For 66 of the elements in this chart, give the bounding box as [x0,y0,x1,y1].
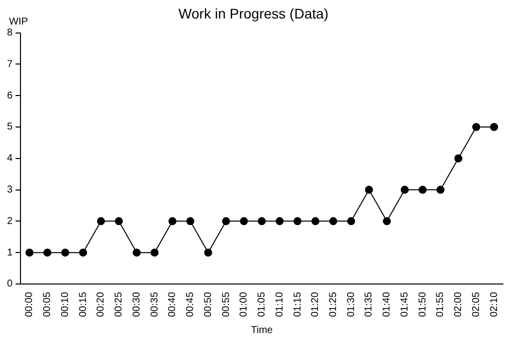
x-tick-label: 01:40 [382,292,393,318]
point [168,217,176,226]
x-tick-label: 02:00 [453,292,464,318]
point [294,217,302,226]
x-axis-title: Time [250,324,274,336]
x-tick-label: 01:35 [364,292,375,318]
point [114,217,123,226]
y-tick-label: 6 [7,90,13,102]
x-tick-label: 00:35 [149,292,160,318]
x-tick-label: 00:00 [24,292,36,318]
x-tick-label: 00:50 [202,292,214,318]
y-axis-title: WIP [9,16,28,28]
chart-title: Work in Progress (Data) [178,5,328,22]
x-tick-label: 01:50 [417,292,428,318]
point [276,217,284,226]
y-tick-label: 8 [7,28,13,39]
point [222,217,230,226]
y-tick-label: 5 [7,122,13,133]
point [240,217,248,226]
y-tick-label: 0 [7,278,13,290]
x-tick-label: 00:20 [96,292,107,318]
x-tick-label: 00:25 [114,292,125,318]
point [347,217,356,226]
x-tick-label: 01:15 [292,292,304,318]
point [61,248,70,257]
point [132,248,141,257]
point [150,248,159,257]
x-tick-label: 01:20 [310,292,322,318]
point [436,186,444,194]
y-tick-label: 2 [7,216,13,227]
point [79,248,88,257]
y-tick-label: 7 [7,58,13,70]
point [418,186,427,194]
point [258,217,266,226]
x-tick-label: 00:05 [42,292,54,318]
y-tick-label: 1 [7,247,13,258]
x-tick-label: 00:40 [167,292,178,318]
x-tick-label: 01:00 [238,292,250,318]
point [382,217,391,226]
point [186,217,194,226]
x-tick-label: 02:05 [470,292,482,318]
point [96,217,105,226]
x-tick-label: 00:10 [60,292,71,318]
point [400,186,409,194]
point [329,217,338,226]
x-tick-label: 00:15 [78,292,89,318]
point [204,248,212,257]
y-tick-label: 3 [7,184,13,196]
x-tick-label: 00:45 [185,292,196,318]
point [43,248,52,257]
point [311,217,320,226]
x-tick-label: 02:10 [488,292,500,318]
x-tick-label: 01:25 [328,292,340,318]
point [25,248,34,257]
y-tick-label: 4 [7,153,13,164]
x-tick-label: 01:05 [256,292,268,318]
x-tick-label: 01:45 [399,292,410,318]
point [364,186,373,194]
x-tick-label: 00:30 [131,292,142,318]
point [472,122,480,131]
point [454,154,462,162]
x-tick-label: 01:30 [346,292,357,318]
point [490,122,498,131]
x-tick-label: 01:10 [274,292,286,318]
x-tick-label: 00:55 [220,292,232,318]
x-tick-label: 01:55 [435,292,446,318]
